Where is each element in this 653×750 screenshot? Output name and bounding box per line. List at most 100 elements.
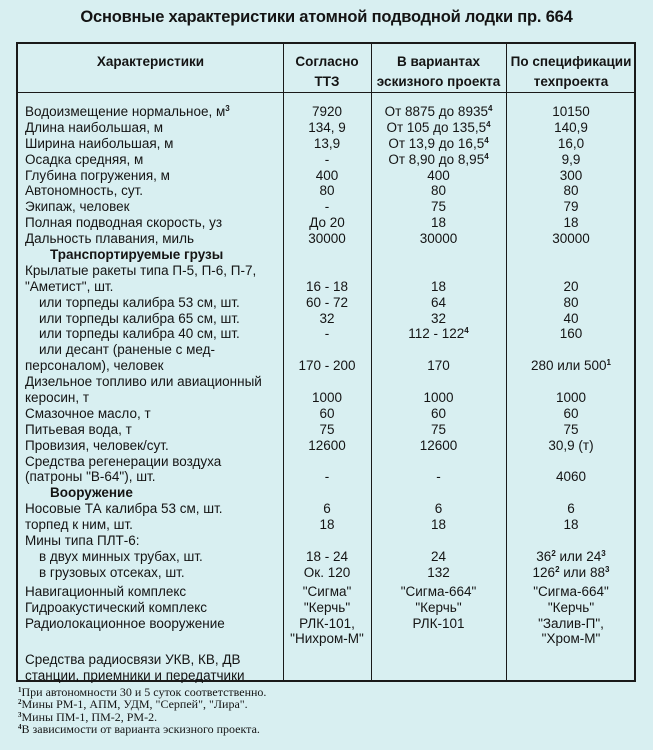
value-ttz: 12600: [308, 437, 346, 453]
value-draft: "Керчь": [415, 599, 462, 615]
table-row: Осадка средняя, м - От 8,90 до 8,954 9,9: [18, 152, 634, 168]
footnote-mark: 2: [555, 564, 560, 574]
value-tech-spec: 40: [563, 310, 579, 326]
value-tech-spec: 10150: [552, 104, 590, 119]
row-label: Средства регенерации воздуха: [25, 453, 222, 469]
row-label: станции, приемники и передатчики: [25, 668, 245, 684]
table-row: или торпеды калибра 53 см, шт. 60 - 72 64 8…: [18, 295, 634, 311]
row-label: Мины типа ПЛТ-6:: [25, 533, 140, 549]
table-row: Водоизмещение нормальное, м3 7920 От 8875 …: [18, 104, 634, 120]
row-label: Радиолокационное вооружение: [25, 615, 225, 631]
value-tech-spec: 4060: [555, 469, 587, 485]
footnote-mark: 2: [551, 548, 556, 558]
value-ttz: 7920: [311, 104, 343, 119]
table-row: Навигационный комплекс "Сигма" "Сигма-664"…: [18, 584, 634, 600]
row-label: Гидроакустический комплекс: [25, 599, 208, 615]
row-label: Средства радиосвязи УКВ, КВ, ДВ: [25, 652, 241, 668]
value-draft: 18: [430, 215, 447, 231]
row-label: Смазочное масло, т: [25, 405, 151, 421]
table-row: Провизия, человек/сут. 12600 12600 30,9 (т): [18, 438, 634, 454]
value-tech-spec: "Залив-П",: [538, 615, 604, 631]
table-row: или торпеды калибра 40 см, шт. - 112 - 122…: [18, 326, 634, 342]
value-tech-spec: 80: [563, 183, 579, 199]
table-row: Автономность, сут. 80 80 80: [18, 183, 634, 199]
value-draft: 18: [430, 278, 447, 294]
value-ttz: 60 - 72: [305, 294, 349, 310]
footnote: 2Мины РМ-1, АПМ, УДМ, "Серпей", "Лира".: [18, 698, 266, 710]
value-ttz: 18 - 24: [305, 548, 349, 564]
value-ttz: 6: [323, 501, 331, 517]
table-row: Радиолокационное вооружение РЛК-101, РЛК-1…: [18, 616, 634, 632]
value-tech-spec: 16,0: [557, 135, 585, 151]
value-draft: 400: [427, 167, 450, 183]
table-row: торпед к ним, шт. 18 18 18: [18, 517, 634, 533]
row-label: Носовые ТА калибра 53 см, шт.: [25, 501, 223, 517]
table-row: керосин, т 1000 1000 1000: [18, 390, 634, 406]
value-draft: 75: [430, 199, 447, 215]
value-ttz: -: [324, 151, 330, 167]
footnote-text: Мины ПМ-1, ПМ-2, РМ-2.: [21, 709, 158, 724]
value-ttz: 75: [319, 421, 335, 437]
footnote-text: При автономности 30 и 5 суток соответств…: [21, 685, 267, 699]
value-tech-spec: 80: [563, 294, 579, 310]
value-draft: -: [436, 469, 441, 485]
value-tech-spec: 20: [563, 278, 579, 294]
header-ttz: Согласно ТТЗ: [295, 54, 359, 89]
table-row: Дизельное топливо или авиационный: [18, 374, 634, 390]
footnotes: 1При автономности 30 и 5 суток соответст…: [18, 686, 266, 735]
value-draft: 24: [430, 548, 447, 564]
table-row: Средства регенерации воздуха: [18, 454, 634, 470]
table-row: Длина наибольшая, м 134, 9 От 105 до 135,5…: [18, 120, 634, 136]
section-row: Транспортируемые грузы: [18, 247, 634, 263]
value-tech-spec: 6: [567, 501, 575, 517]
table-title: Основные характеристики атомной подводно…: [80, 8, 573, 26]
value-tech-spec: 18: [563, 215, 579, 231]
value-ttz: 16 - 18: [305, 278, 349, 294]
footnote-text: Мины РМ-1, АПМ, УДМ, "Серпей", "Лира".: [21, 697, 248, 712]
cell-text: Водоизмещение нормальное, м: [25, 104, 226, 119]
value-draft: От 13,9 до 16,54: [371, 136, 506, 152]
value-tech-spec: 300: [559, 167, 583, 183]
value-tech-spec: "Керчь": [547, 599, 595, 615]
value-draft: 1000: [423, 390, 454, 406]
value-ttz: 170 - 200: [298, 358, 356, 374]
row-label: Питьевая вода, т: [25, 421, 132, 437]
table-row: Гидроакустический комплекс "Керчь" "Керчь"…: [18, 600, 634, 616]
column-divider: [283, 44, 284, 680]
value-draft: От 8875 до 89354: [371, 104, 506, 120]
table-row: Дальность плавания, миль 30000 30000 30000: [18, 231, 634, 247]
row-label: Полная подводная скорость, уз: [25, 215, 223, 231]
row-label: или торпеды калибра 65 см, шт.: [39, 310, 240, 326]
row-label: керосин, т: [25, 390, 90, 406]
row-label: Провизия, человек/сут.: [25, 437, 169, 453]
value-ttz: "Нихром-М": [290, 631, 364, 647]
row-label: Крылатые ракеты типа П-5, П-6, П-7,: [25, 262, 257, 278]
table-row: (патроны "В-64"), шт. - - 4060: [18, 469, 634, 485]
value-draft: 12600: [419, 437, 458, 453]
value-ttz: 13,9: [313, 135, 341, 151]
value-draft: 75: [430, 421, 447, 437]
row-label: Длина наибольшая, м: [25, 119, 164, 135]
row-label: в грузовых отсеках, шт.: [39, 564, 185, 580]
table-row: в грузовых отсеках, шт. Ок. 120 132 1262 ил…: [18, 565, 634, 581]
value-tech-spec: 18: [563, 517, 579, 533]
table-row: или торпеды калибра 65 см, шт. 32 32 40: [18, 311, 634, 327]
value-draft: 30000: [419, 231, 458, 247]
cell-text: 280 или 500: [531, 358, 607, 374]
value-tech-spec: 30,9 (т): [548, 437, 594, 453]
header-characteristics: Характеристики: [96, 54, 205, 69]
column-divider: [506, 44, 507, 680]
value-ttz: 400: [315, 167, 339, 183]
table-row: Смазочное масло, т 60 60 60: [18, 406, 634, 422]
value-draft: РЛК-101: [412, 615, 465, 631]
footnote-mark: 4: [484, 135, 489, 145]
table-row: Питьевая вода, т 75 75 75: [18, 422, 634, 438]
table-row: Средства радиосвязи УКВ, КВ, ДВ: [18, 652, 634, 668]
row-label: Экипаж, человек: [25, 199, 130, 215]
value-draft: 80: [430, 183, 447, 199]
footnote-mark: 3: [601, 548, 606, 558]
value-ttz: -: [324, 469, 330, 485]
table-row: Полная подводная скорость, уз До 20 18 18: [18, 215, 634, 231]
cell-text: От 105 до 135,5: [386, 119, 487, 135]
value-draft: 60: [430, 405, 447, 421]
